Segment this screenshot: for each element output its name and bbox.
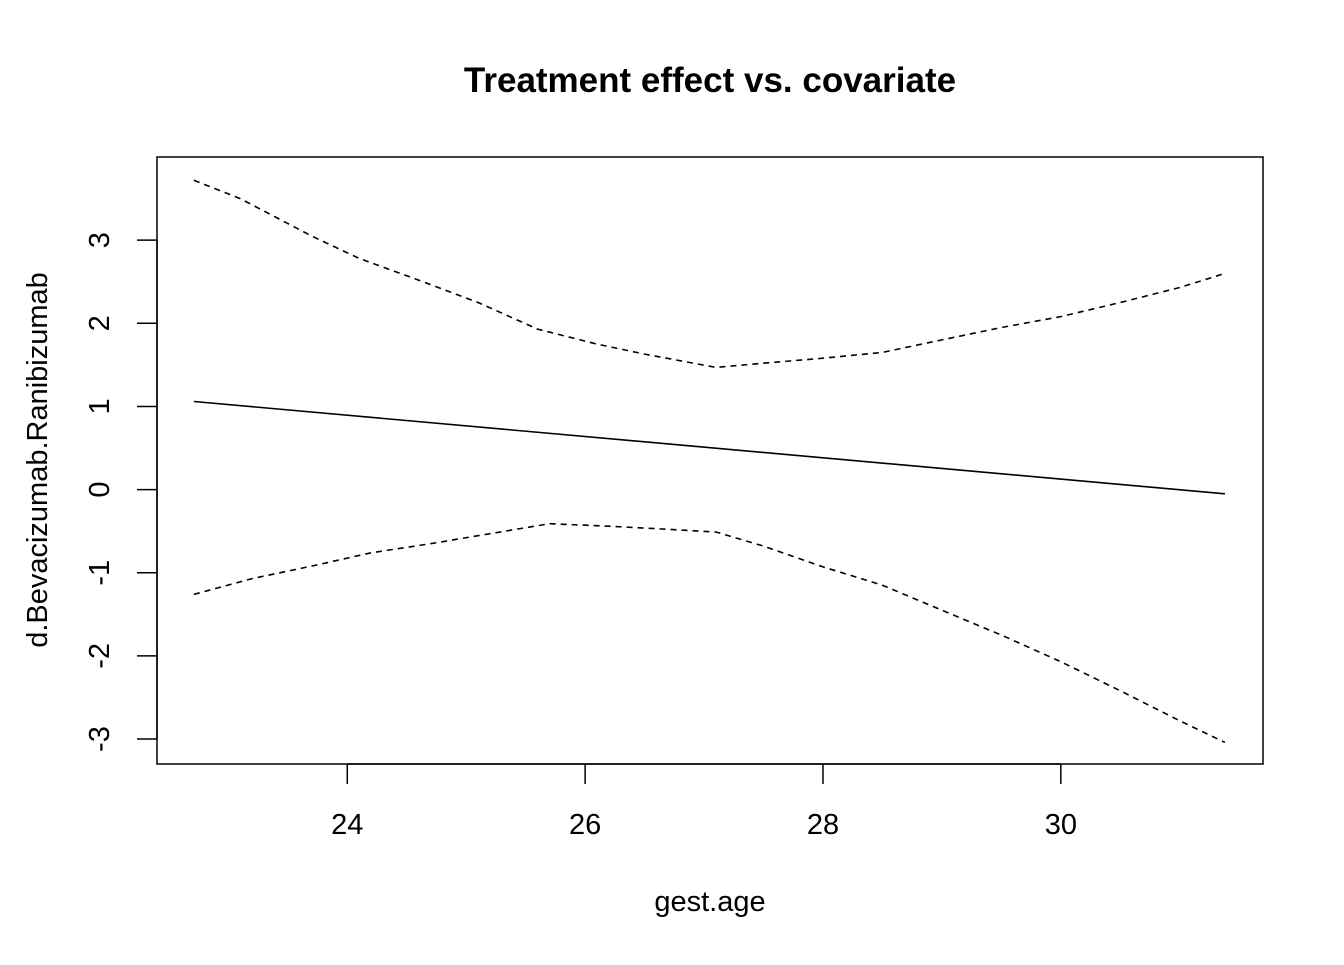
y-tick-label: 2 — [84, 315, 116, 331]
x-axis: 24 26 28 30 — [331, 763, 1077, 841]
dashed-bound-line-1 — [193, 179, 1226, 369]
x-axis-label: gest.age — [654, 886, 765, 918]
y-tick-label: 3 — [84, 232, 116, 248]
dashed-bound-line-2 — [193, 522, 1226, 744]
y-tick-label: -3 — [84, 726, 116, 752]
x-tick-label: 28 — [807, 809, 839, 841]
x-tick-label: 30 — [1045, 809, 1077, 841]
y-tick-label: -2 — [84, 643, 116, 669]
y-tick-label: 0 — [84, 482, 116, 498]
series-layer — [193, 179, 1226, 744]
x-tick-label: 24 — [331, 809, 363, 841]
chart-title: Treatment effect vs. covariate — [464, 61, 956, 100]
y-axis-label: d.Bevacizumab.Ranibizumab — [22, 272, 54, 648]
estimate-line-0 — [193, 400, 1225, 495]
x-tick-label: 26 — [569, 809, 601, 841]
y-tick-label: 1 — [84, 398, 116, 414]
y-tick-label: -1 — [84, 560, 116, 586]
y-axis: -3 -2 -1 0 1 2 3 — [84, 232, 158, 752]
